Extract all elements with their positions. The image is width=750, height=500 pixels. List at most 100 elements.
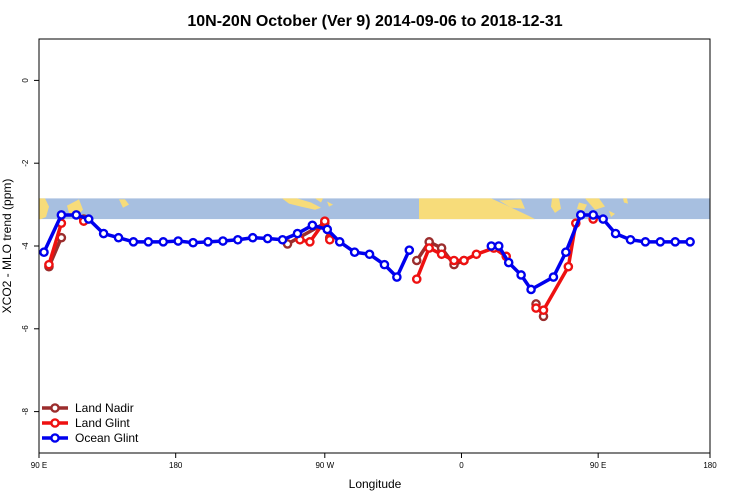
ocean-band	[39, 198, 710, 220]
data-point	[588, 210, 598, 220]
x-tick-label: 90 E	[31, 461, 47, 470]
data-point	[56, 210, 67, 220]
legend-label: Ocean Glint	[75, 431, 139, 445]
data-point	[128, 237, 139, 247]
data-point	[575, 210, 586, 220]
data-point	[516, 270, 526, 280]
data-point	[364, 249, 375, 260]
data-point	[670, 237, 681, 247]
y-axis: 0 -2 -4 -6 -8	[21, 78, 40, 415]
land-mass	[623, 198, 628, 204]
land-masses	[39, 198, 628, 220]
data-point	[247, 232, 258, 243]
data-point	[173, 236, 183, 246]
x-axis: 90 E 180 90 W 0 90 E 180	[31, 452, 717, 470]
data-point	[44, 259, 54, 270]
legend-marker	[50, 433, 60, 443]
data-point	[305, 237, 315, 247]
land-mass	[39, 198, 49, 220]
data-point	[379, 259, 390, 270]
legend-label: Land Glint	[75, 416, 130, 430]
land-mass	[499, 199, 525, 209]
data-point	[493, 241, 504, 251]
data-point	[307, 220, 318, 231]
data-point	[292, 228, 303, 239]
data-point	[188, 237, 198, 248]
plot-frame	[38, 38, 711, 454]
background-map-band	[39, 198, 710, 220]
series-line	[47, 222, 64, 266]
data-point	[625, 234, 636, 245]
y-tick-label: -4	[21, 242, 30, 250]
data-point	[143, 237, 154, 247]
data-point	[424, 243, 434, 253]
data-point	[598, 214, 608, 224]
data-point	[113, 232, 124, 243]
legend-marker	[50, 403, 60, 413]
data-point	[655, 237, 666, 247]
data-point	[561, 247, 571, 258]
legend-item: Land Nadir	[42, 401, 134, 415]
series-line	[42, 213, 411, 279]
data-point	[158, 237, 169, 247]
data-point	[71, 210, 82, 220]
legend-item: Ocean Glint	[42, 431, 139, 445]
y-tick-label: -2	[21, 159, 30, 167]
data-point	[39, 247, 49, 258]
x-tick-label: 90 E	[590, 461, 606, 470]
land-mass	[551, 198, 561, 213]
legend-item: Land Glint	[42, 416, 130, 430]
data-point	[334, 237, 345, 247]
data-point	[459, 255, 469, 266]
x-tick-label: 180	[703, 461, 717, 470]
data-point	[640, 237, 651, 247]
x-tick-label: 180	[169, 461, 183, 470]
x-tick-label: 90 W	[315, 461, 334, 470]
legend-marker	[50, 418, 60, 428]
data-point	[449, 255, 459, 266]
series-layer	[39, 210, 695, 322]
land-mass	[609, 210, 615, 218]
land-mass	[282, 198, 321, 210]
data-point	[610, 228, 621, 239]
data-point	[436, 249, 447, 260]
y-tick-label: 0	[21, 78, 30, 83]
data-point	[322, 224, 333, 235]
land-mass	[577, 202, 587, 211]
y-tick-label: -6	[21, 325, 30, 333]
land-mass	[327, 201, 333, 207]
legend-label: Land Nadir	[75, 401, 134, 415]
x-axis-label: Longitude	[349, 477, 402, 491]
data-point	[563, 261, 574, 272]
series-ocean-glint	[39, 210, 695, 295]
data-point	[277, 234, 288, 245]
data-point	[233, 234, 243, 245]
y-tick-label: -8	[21, 407, 30, 415]
land-mass	[419, 198, 535, 220]
data-point	[486, 241, 497, 251]
land-mass	[315, 198, 323, 203]
data-point	[203, 237, 213, 247]
data-point	[526, 284, 536, 295]
data-point	[685, 237, 695, 247]
data-point	[98, 228, 109, 239]
data-point	[349, 247, 360, 258]
data-point	[324, 234, 335, 245]
data-point	[83, 214, 94, 224]
x-tick-label: 0	[459, 461, 464, 470]
series-land-glint	[44, 214, 598, 315]
data-point	[471, 249, 482, 260]
data-point	[411, 255, 422, 266]
data-point	[503, 257, 514, 268]
land-mass	[585, 198, 605, 210]
data-point	[404, 245, 415, 255]
data-point	[392, 272, 402, 282]
data-point	[538, 305, 549, 315]
data-point	[531, 303, 541, 313]
land-mass	[119, 199, 129, 208]
chart-title: 10N-20N October (Ver 9) 2014-09-06 to 20…	[187, 13, 562, 30]
data-point	[218, 236, 228, 246]
data-point	[411, 274, 422, 284]
